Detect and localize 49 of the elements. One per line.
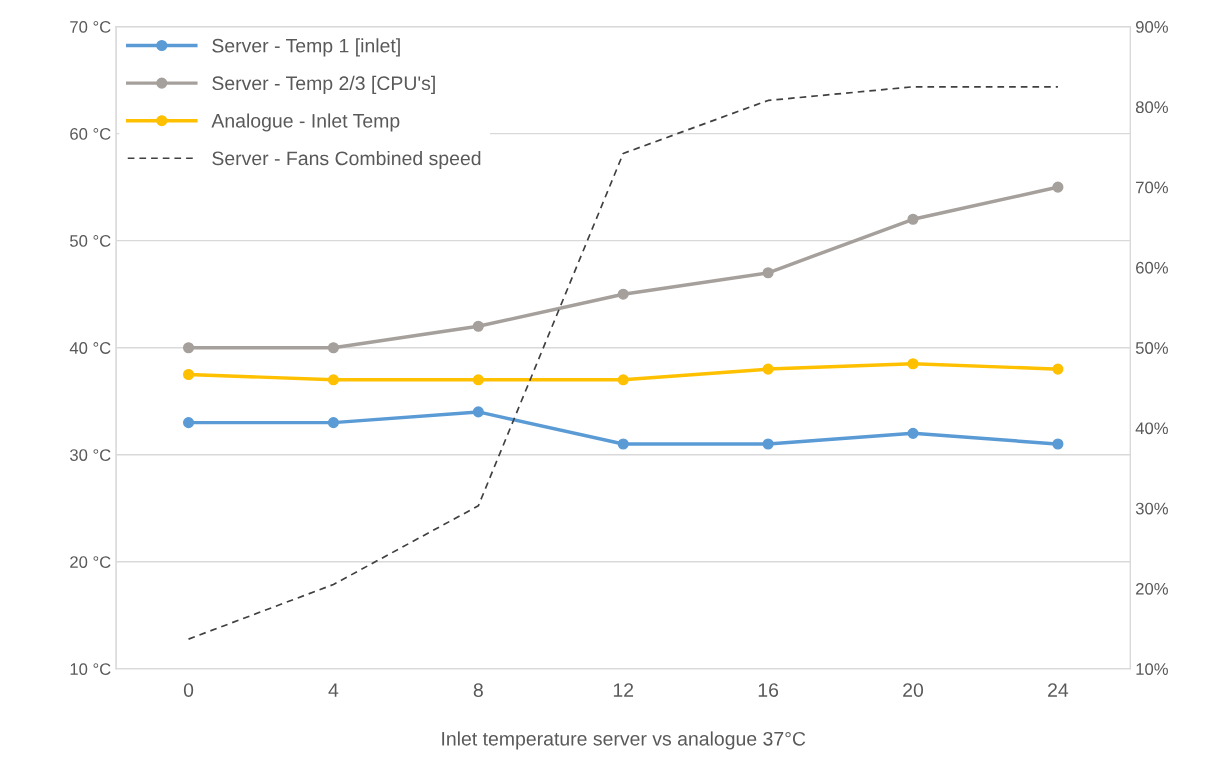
y-tick-label: 50 °C bbox=[70, 235, 111, 247]
y-tick-label: 60 °C bbox=[70, 128, 111, 140]
y2-tick-label: 60% bbox=[1136, 261, 1168, 274]
x-tick-label: 20 bbox=[903, 683, 924, 697]
legend-label: Server - Fans Combined speed bbox=[212, 150, 481, 170]
x-tick-label: 16 bbox=[758, 683, 779, 697]
point bbox=[182, 368, 195, 381]
x-tick-label: 8 bbox=[473, 683, 483, 697]
x-axis-title: Inlet temperature server vs analogue 37°C bbox=[442, 731, 806, 750]
x-tick-label: 0 bbox=[183, 683, 194, 697]
point bbox=[472, 374, 484, 386]
y2-tick-label: 10% bbox=[1136, 663, 1168, 675]
point bbox=[182, 417, 195, 429]
point bbox=[617, 374, 629, 386]
point bbox=[762, 438, 774, 450]
y2-tick-label: 50% bbox=[1135, 342, 1168, 354]
point bbox=[1052, 181, 1064, 193]
y2-tick-label: 80% bbox=[1135, 101, 1168, 114]
point bbox=[472, 320, 484, 332]
y-tick-label: 10 °C bbox=[70, 663, 111, 675]
point bbox=[617, 288, 629, 300]
point bbox=[907, 358, 919, 370]
y-tick-label: 70 °C bbox=[70, 21, 111, 33]
point bbox=[327, 374, 339, 386]
point bbox=[762, 267, 774, 279]
point bbox=[327, 342, 339, 354]
point bbox=[762, 363, 774, 375]
point bbox=[907, 427, 919, 439]
point bbox=[472, 406, 484, 418]
point bbox=[1052, 438, 1064, 450]
legend-label: Server - Temp 1 [inlet] bbox=[212, 38, 400, 57]
point bbox=[327, 417, 339, 429]
y2-tick-label: 90% bbox=[1135, 21, 1168, 33]
x-tick-label: 12 bbox=[613, 683, 634, 697]
legend-label: Server - Temp 2/3 [CPU's] bbox=[212, 75, 435, 94]
y2-tick-label: 70% bbox=[1136, 181, 1168, 194]
y2-tick-label: 40% bbox=[1135, 422, 1168, 435]
y-tick-label: 40 °C bbox=[69, 342, 111, 354]
point bbox=[907, 213, 919, 225]
y2-tick-label: 20% bbox=[1136, 582, 1168, 595]
point bbox=[617, 438, 629, 450]
x-tick-label: 24 bbox=[1048, 683, 1069, 697]
point bbox=[1052, 363, 1064, 375]
y-tick-label: 20 °C bbox=[70, 556, 111, 568]
legend-label: Analogue - Inlet Temp bbox=[211, 113, 400, 132]
y2-tick-label: 30% bbox=[1135, 502, 1168, 515]
x-tick-label: 4 bbox=[328, 683, 339, 697]
point bbox=[182, 342, 195, 354]
y-tick-label: 30 °C bbox=[70, 449, 111, 461]
